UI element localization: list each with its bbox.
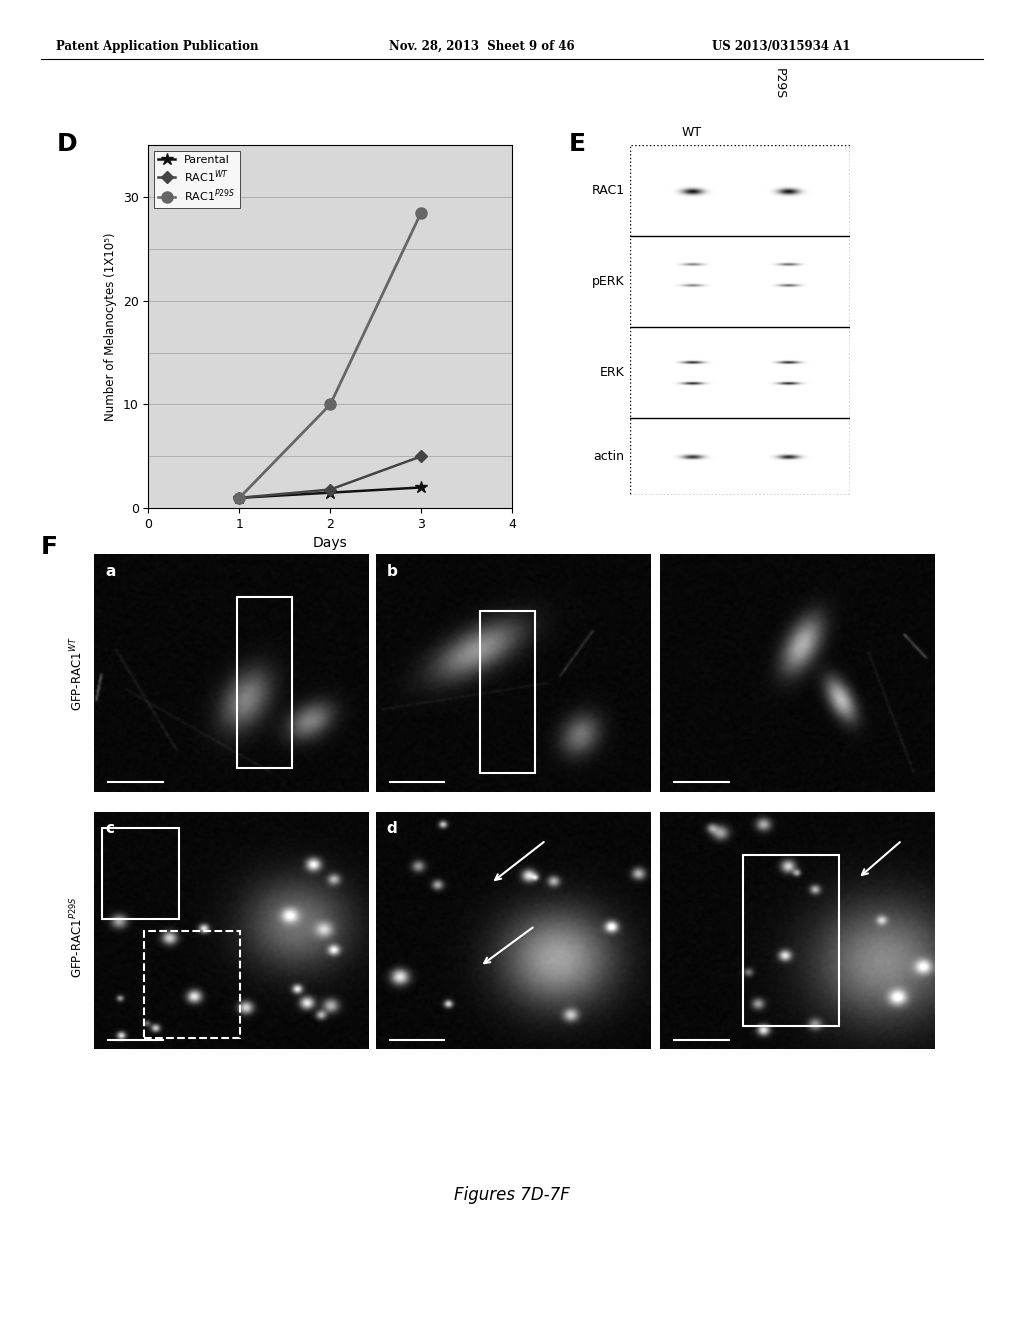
Text: b: b — [387, 564, 397, 579]
Text: US 2013/0315934 A1: US 2013/0315934 A1 — [712, 40, 850, 53]
Text: WT: WT — [681, 125, 701, 139]
Legend: Parental, RAC1$^{WT}$, RAC1$^{P29S}$: Parental, RAC1$^{WT}$, RAC1$^{P29S}$ — [154, 150, 240, 209]
Bar — [102, 829, 179, 919]
Text: ERK: ERK — [600, 366, 625, 379]
Text: c: c — [105, 821, 115, 837]
Bar — [480, 611, 535, 774]
Text: Nov. 28, 2013  Sheet 9 of 46: Nov. 28, 2013 Sheet 9 of 46 — [389, 40, 574, 53]
Text: D: D — [56, 132, 77, 156]
Text: P29S: P29S — [773, 67, 786, 99]
Text: F: F — [41, 535, 58, 558]
Text: pERK: pERK — [592, 275, 625, 288]
Text: actin: actin — [594, 450, 625, 463]
Text: GFP-RAC1$^{WT}$: GFP-RAC1$^{WT}$ — [69, 636, 85, 710]
Text: RAC1: RAC1 — [592, 185, 625, 197]
Bar — [237, 597, 292, 768]
X-axis label: Days: Days — [313, 536, 347, 550]
Bar — [143, 931, 240, 1038]
Y-axis label: Number of Melanocytes (1X10⁵): Number of Melanocytes (1X10⁵) — [104, 232, 118, 421]
Text: Patent Application Publication: Patent Application Publication — [56, 40, 259, 53]
Text: Figures 7D-7F: Figures 7D-7F — [454, 1185, 570, 1204]
Text: GFP-RAC1$^{P29S}$: GFP-RAC1$^{P29S}$ — [69, 896, 85, 978]
Text: E: E — [568, 132, 586, 156]
Text: a: a — [105, 564, 116, 579]
Text: d: d — [387, 821, 397, 837]
Bar — [742, 854, 839, 1026]
